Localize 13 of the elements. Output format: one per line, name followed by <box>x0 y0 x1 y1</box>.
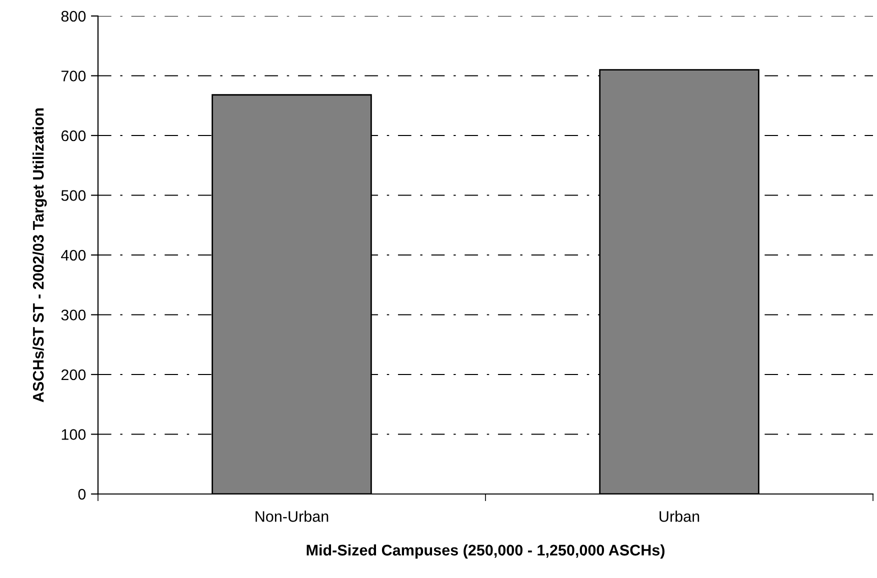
y-tick-label: 100 <box>62 429 86 440</box>
x-tick-label: Non-Urban <box>256 510 328 522</box>
y-tick-label: 800 <box>61 10 86 22</box>
x-axis-title: Mid-Sized Campuses (250,000 - 1,250,000 ASCHs) <box>306 544 664 559</box>
y-tick-label: 400 <box>61 250 86 261</box>
x-tick-label: Urban <box>660 510 700 522</box>
y-tick-label: 600 <box>61 130 86 142</box>
y-tick-label: 0 <box>78 488 86 500</box>
y-tick-label: 700 <box>61 70 86 82</box>
y-tick-label: 200 <box>61 369 86 380</box>
y-tick-label: 300 <box>61 310 86 320</box>
y-tick-label: 500 <box>61 190 86 201</box>
y-axis-title: ASCHs/ST ST - 2002/03 Target Utilization <box>32 108 47 402</box>
